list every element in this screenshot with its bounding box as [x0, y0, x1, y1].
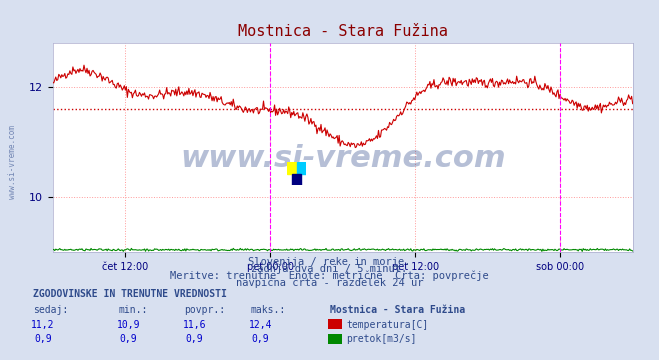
Text: 0,9: 0,9: [252, 334, 269, 344]
Text: 0,9: 0,9: [120, 334, 137, 344]
Bar: [287, 162, 297, 174]
Text: www.si-vreme.com: www.si-vreme.com: [180, 144, 505, 172]
Text: Meritve: trenutne  Enote: metrične  Črta: povprečje: Meritve: trenutne Enote: metrične Črta: …: [170, 269, 489, 281]
Text: temperatura[C]: temperatura[C]: [346, 320, 428, 330]
Text: maks.:: maks.:: [250, 305, 285, 315]
Text: 0,9: 0,9: [186, 334, 203, 344]
Text: 10,9: 10,9: [117, 320, 140, 330]
Text: 11,2: 11,2: [31, 320, 55, 330]
Bar: [292, 174, 302, 185]
Text: sedaj:: sedaj:: [33, 305, 68, 315]
Text: povpr.:: povpr.:: [185, 305, 225, 315]
Title: Mostnica - Stara Fužina: Mostnica - Stara Fužina: [238, 24, 447, 39]
Text: Mostnica - Stara Fužina: Mostnica - Stara Fužina: [330, 305, 465, 315]
Text: ZGODOVINSKE IN TRENUTNE VREDNOSTI: ZGODOVINSKE IN TRENUTNE VREDNOSTI: [33, 289, 227, 299]
Text: Slovenija / reke in morje.: Slovenija / reke in morje.: [248, 257, 411, 267]
Text: min.:: min.:: [119, 305, 148, 315]
Text: 11,6: 11,6: [183, 320, 206, 330]
Text: 12,4: 12,4: [248, 320, 272, 330]
Text: www.si-vreme.com: www.si-vreme.com: [8, 125, 17, 199]
Text: zadnja dva dni / 5 minut.: zadnja dva dni / 5 minut.: [251, 264, 408, 274]
Text: pretok[m3/s]: pretok[m3/s]: [346, 334, 416, 344]
Bar: [297, 162, 306, 174]
Text: navpična črta - razdelek 24 ur: navpična črta - razdelek 24 ur: [236, 278, 423, 288]
Text: 0,9: 0,9: [34, 334, 51, 344]
